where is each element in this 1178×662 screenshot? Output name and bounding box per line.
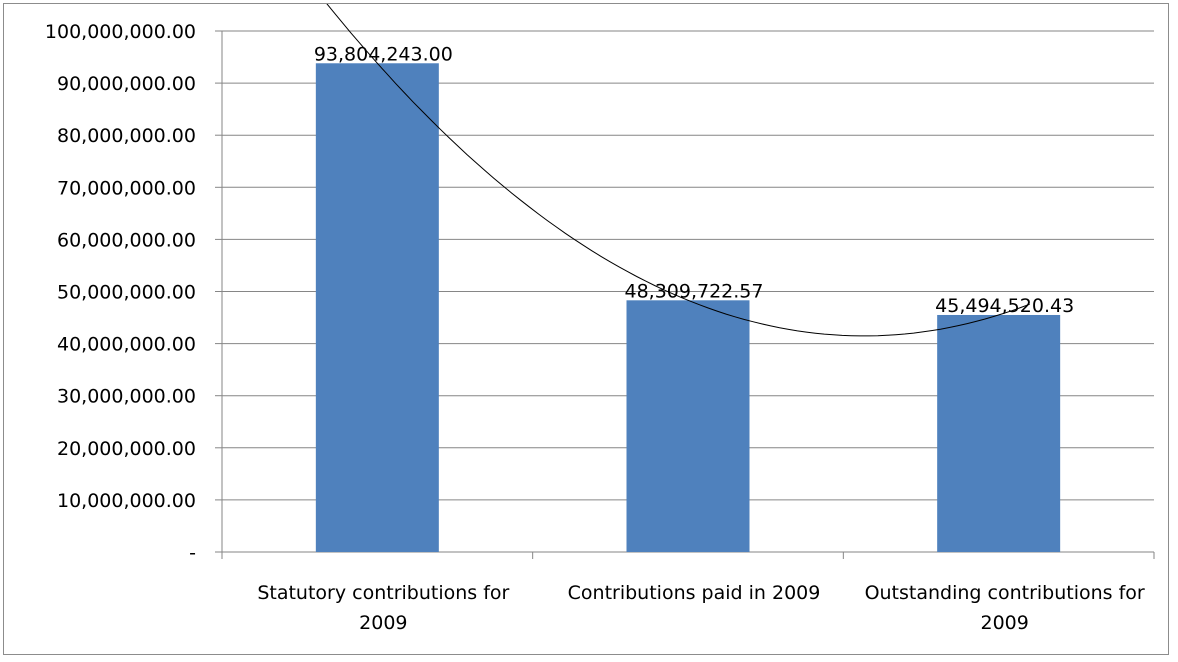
- category-label: Statutory contributions for: [257, 582, 509, 604]
- trendline-curve: [326, 4, 1030, 337]
- y-tick-label: 40,000,000.00: [57, 334, 196, 356]
- category-labels: Statutory contributions for 2009 Contribut…: [257, 582, 1145, 634]
- y-tick-label: 20,000,000.00: [57, 438, 196, 460]
- trendline: [326, 4, 1030, 337]
- y-tick-label: 90,000,000.00: [57, 73, 196, 95]
- y-tick-label: 100,000,000.00: [45, 21, 196, 43]
- bar-chart: - 10,000,000.00 20,000,000.00 30,000,000.00…: [45, 4, 1155, 634]
- data-label: 93,804,243.00: [314, 43, 453, 65]
- bars: [315, 63, 1061, 552]
- data-label: 48,309,722.57: [624, 280, 763, 302]
- y-tick-labels: - 10,000,000.00 20,000,000.00 30,000,000.00…: [45, 21, 196, 564]
- y-tick-label: 10,000,000.00: [57, 490, 196, 512]
- bar: [937, 314, 1061, 552]
- category-label: Contributions paid in 2009: [568, 582, 821, 604]
- category-label: 2009: [980, 612, 1028, 634]
- bar: [626, 300, 750, 552]
- category-label: 2009: [359, 612, 407, 634]
- y-tick-label: -: [189, 542, 196, 564]
- bar: [315, 63, 439, 552]
- y-tick-label: 50,000,000.00: [57, 282, 196, 304]
- data-labels: 93,804,243.00 48,309,722.57 45,494,520.43: [314, 43, 1074, 317]
- category-label: Outstanding contributions for: [865, 582, 1145, 604]
- data-label: 45,494,520.43: [935, 295, 1074, 317]
- chart-frame: - 10,000,000.00 20,000,000.00 30,000,000.00…: [3, 3, 1169, 655]
- y-tick-label: 70,000,000.00: [57, 177, 196, 199]
- y-tick-label: 60,000,000.00: [57, 229, 196, 251]
- y-tick-label: 80,000,000.00: [57, 125, 196, 147]
- y-tick-label: 30,000,000.00: [57, 386, 196, 408]
